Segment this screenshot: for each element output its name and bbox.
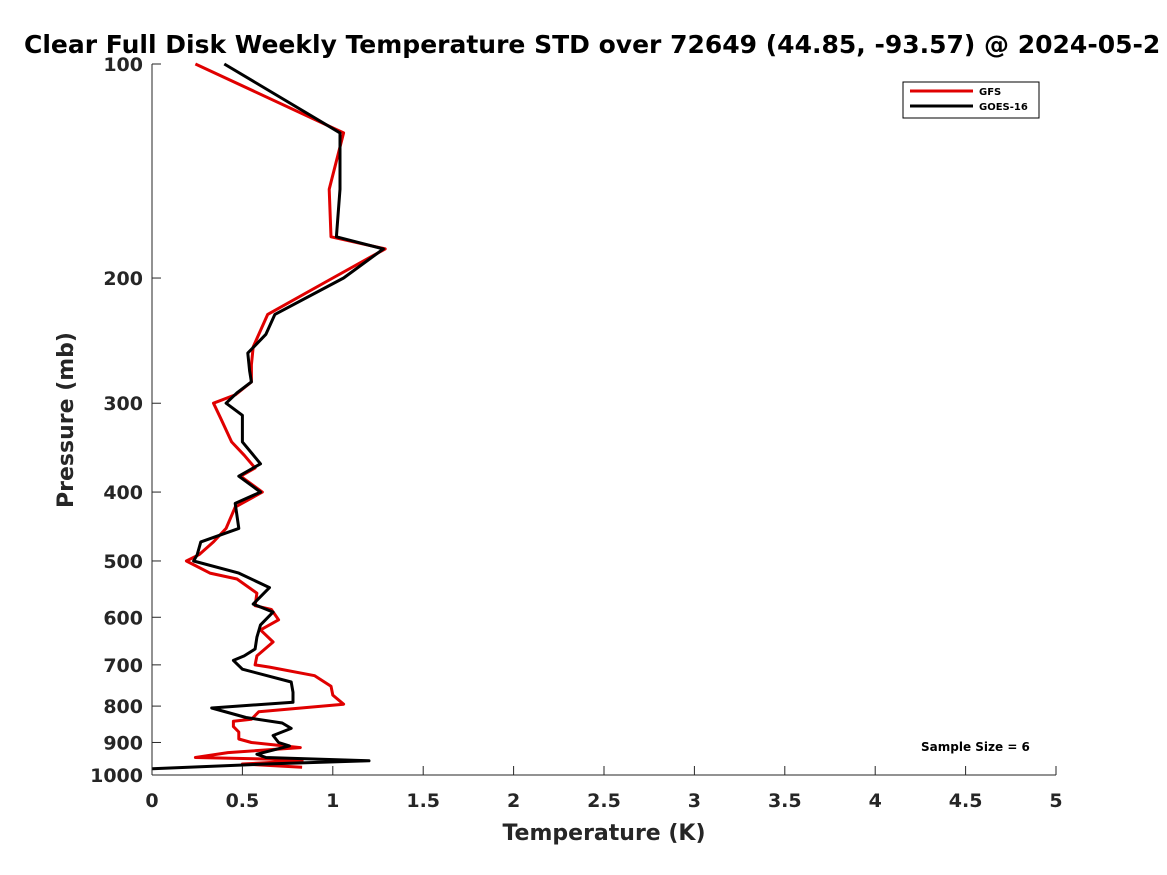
x-tick-label: 0.5 — [226, 790, 260, 812]
x-tick-label: 2.5 — [587, 790, 621, 812]
legend-box — [902, 81, 1040, 119]
y-tick-label: 900 — [103, 732, 143, 754]
x-tick-label: 0 — [145, 790, 158, 812]
y-tick-label: 600 — [103, 607, 143, 629]
sample-size-annotation: Sample Size = 6 — [921, 740, 1030, 754]
x-tick-label: 3.5 — [768, 790, 802, 812]
x-tick-label: 1.5 — [406, 790, 440, 812]
x-tick-label: 4.5 — [949, 790, 983, 812]
y-tick-label: 800 — [103, 696, 143, 718]
x-tick-label: 4 — [869, 790, 882, 812]
y-tick-label: 500 — [103, 551, 143, 573]
x-tick-label: 1 — [326, 790, 339, 812]
y-axis-label: Pressure (mb) — [54, 332, 79, 508]
x-axis-label: Temperature (K) — [502, 821, 705, 846]
y-tick-label: 400 — [103, 482, 143, 504]
x-tick-label: 3 — [688, 790, 701, 812]
legend-label-goes16: GOES-16 — [979, 102, 1028, 113]
x-tick-label: 2 — [507, 790, 520, 812]
tick-marks: 0 0.5 1 1.5 2 2.5 3 3.5 4 4.5 5 100 200 300 400 500 600 7… — [90, 54, 1063, 812]
y-tick-label: 300 — [103, 393, 143, 415]
y-tick-label: 1000 — [90, 765, 143, 787]
x-tick-label: 5 — [1049, 790, 1062, 812]
y-tick-label: 100 — [103, 54, 143, 76]
legend-label-gfs: GFS — [979, 87, 1001, 98]
legend: GFS GOES-16 — [902, 81, 1040, 119]
plot-area-background — [152, 64, 1056, 775]
y-tick-label: 200 — [103, 268, 143, 290]
y-tick-label: 700 — [103, 655, 143, 677]
chart-title: Clear Full Disk Weekly Temperature STD o… — [24, 30, 1160, 59]
series-line-goes16 — [151, 62, 385, 771]
series-lines — [151, 62, 387, 771]
